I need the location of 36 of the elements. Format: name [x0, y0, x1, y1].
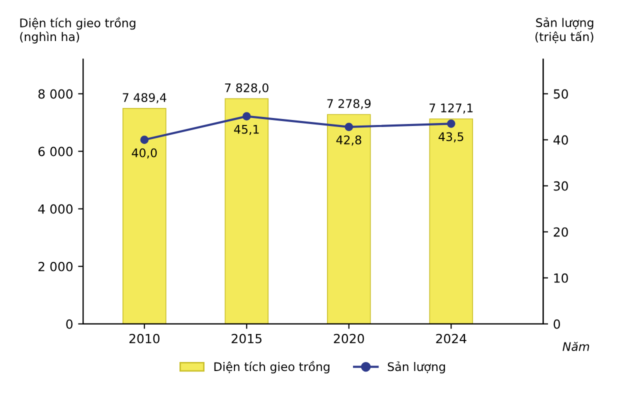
x-tick-label: 2015: [232, 334, 262, 344]
y2-tick-label: 10: [554, 273, 568, 283]
point: [140, 136, 149, 144]
y-tick-label: 8 000: [38, 89, 73, 99]
y2-tick-label: 40: [553, 135, 568, 145]
data-label: 43,5: [438, 132, 464, 142]
y2-tick-label: 0: [554, 319, 560, 329]
data-label: 7 828,0: [225, 83, 268, 94]
data-label: 7 489,4: [122, 93, 166, 104]
y-tick-label: 2 000: [38, 262, 73, 272]
y-axis-title: Diện tích gieo trồng (nghìn ha): [20, 17, 136, 44]
point: [446, 120, 456, 128]
data-label: 7 278,9: [327, 99, 371, 110]
x-tick-label: 2024: [436, 334, 466, 344]
legend-label: Sản lượng: [388, 361, 445, 374]
point: [242, 112, 251, 120]
bar: [327, 114, 371, 324]
x-tick-label: 2010: [129, 334, 160, 344]
data-label: 42,8: [336, 135, 362, 146]
y2-axis-title: Sản lượng (triệu tấn): [535, 17, 594, 44]
bar: [429, 118, 474, 324]
bar: [122, 108, 166, 324]
y2-tick-label: 20: [554, 227, 568, 237]
data-label: 45,1: [234, 125, 259, 135]
y2-tick-label: 50: [554, 89, 568, 99]
data-label: 7 127,1: [430, 103, 473, 114]
y2-tick-label: 30: [554, 181, 568, 191]
y-tick-label: 0: [66, 319, 73, 329]
y-tick-label: 6 000: [38, 146, 73, 156]
bar: [224, 98, 269, 324]
x-tick-label: 2020: [334, 334, 364, 344]
point: [344, 122, 354, 132]
legend-label: Diện tích gieo trồng: [214, 360, 330, 374]
y-tick-label: 4 000: [38, 204, 73, 214]
x-axis-title: Năm: [562, 342, 590, 352]
data-label: 40,0: [132, 148, 157, 158]
